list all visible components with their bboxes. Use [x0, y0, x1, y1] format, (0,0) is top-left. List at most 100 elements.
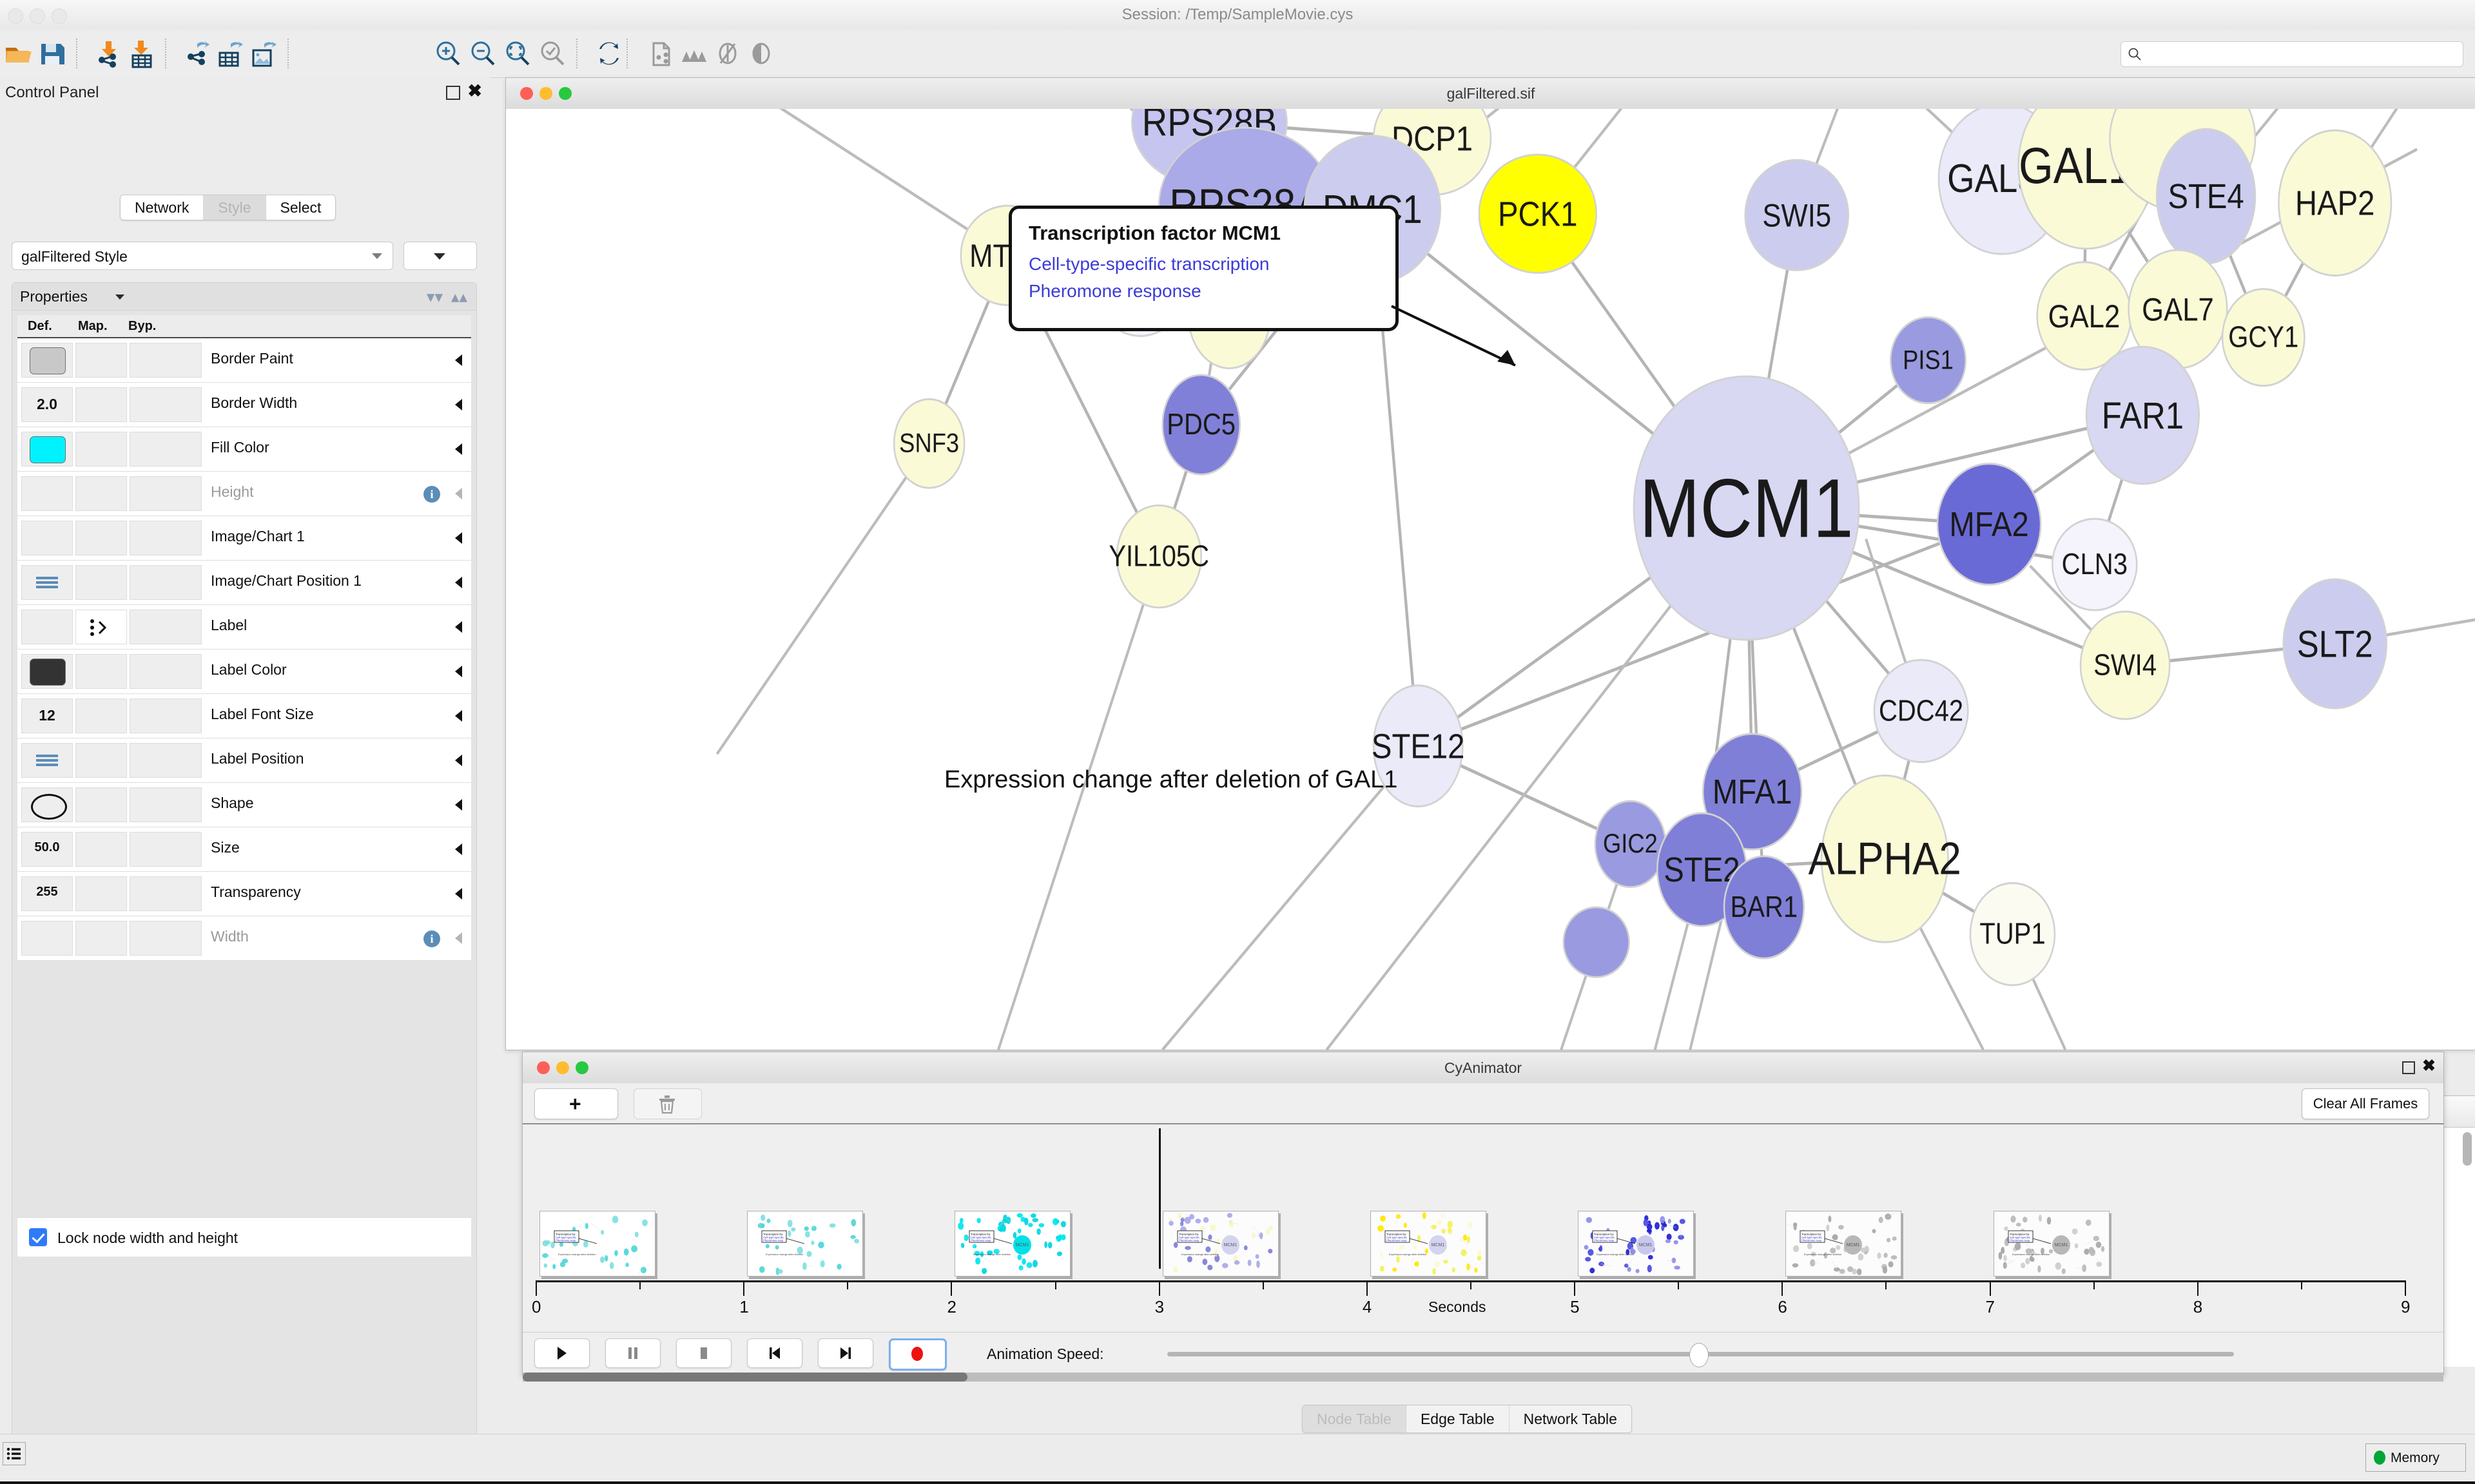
property-bypass-cell[interactable]: [130, 832, 202, 867]
graph-node-CDC42[interactable]: CDC42: [1874, 660, 1968, 762]
property-bypass-cell[interactable]: [130, 610, 202, 644]
record-button[interactable]: [889, 1338, 947, 1371]
memory-status-button[interactable]: Memory: [2365, 1443, 2466, 1472]
timeline-playhead[interactable]: [1159, 1128, 1161, 1269]
import-table-icon[interactable]: [125, 37, 157, 70]
property-default-cell[interactable]: 255: [21, 876, 73, 911]
expand-arrow-icon[interactable]: [455, 577, 462, 588]
property-row-fill-color[interactable]: Fill Color: [17, 427, 471, 472]
cyanimator-horizontal-scrollbar[interactable]: [523, 1373, 2443, 1382]
graph-node-PCK1[interactable]: PCK1: [1479, 155, 1597, 273]
expand-arrow-icon[interactable]: [455, 488, 462, 499]
tab-edge-table[interactable]: Edge Table: [1406, 1405, 1509, 1432]
graph-node-BOT1[interactable]: [1564, 907, 1629, 977]
import-network-icon[interactable]: [92, 37, 124, 70]
expand-arrow-icon[interactable]: [455, 755, 462, 766]
tab-network[interactable]: Network: [121, 195, 204, 220]
graph-node-TUP1[interactable]: TUP1: [1970, 883, 2055, 985]
property-default-cell[interactable]: 50.0: [21, 832, 73, 867]
graph-node-PIS1[interactable]: PIS1: [1890, 317, 1965, 403]
expand-arrow-icon[interactable]: [455, 843, 462, 855]
property-default-cell[interactable]: 2.0: [21, 387, 73, 422]
graph-node-SWI5[interactable]: SWI5: [1745, 160, 1849, 270]
property-row-border-paint[interactable]: Border Paint: [17, 338, 471, 383]
pause-button[interactable]: [605, 1338, 661, 1368]
property-default-cell[interactable]: [21, 521, 73, 555]
graph-edge[interactable]: [998, 557, 1159, 1050]
save-icon[interactable]: [36, 37, 68, 70]
property-row-image-chart-1[interactable]: Image/Chart 1: [17, 516, 471, 561]
float-panel-icon[interactable]: [446, 86, 460, 100]
property-mapping-cell[interactable]: [75, 832, 127, 867]
zoom-out-icon[interactable]: [467, 37, 499, 70]
tab-network-table[interactable]: Network Table: [1509, 1405, 1631, 1432]
graph-node-MCM1[interactable]: MCM1: [1634, 376, 1859, 640]
property-mapping-cell[interactable]: [75, 787, 127, 822]
stop-button[interactable]: [676, 1338, 732, 1368]
expand-arrow-icon[interactable]: [455, 932, 462, 944]
property-default-cell[interactable]: [21, 654, 73, 689]
tab-select[interactable]: Select: [266, 195, 336, 220]
expand-arrow-icon[interactable]: [455, 399, 462, 410]
animation-speed-knob[interactable]: [1689, 1343, 1709, 1367]
export-table-icon[interactable]: [214, 37, 246, 70]
cyanimator-float-icon[interactable]: [2402, 1061, 2415, 1074]
graph-node-GCY1[interactable]: GCY1: [2222, 289, 2304, 385]
property-default-cell[interactable]: [21, 343, 73, 378]
property-row-label-position[interactable]: Label Position: [17, 738, 471, 783]
property-mapping-cell[interactable]: [75, 921, 127, 956]
style-options-menu-button[interactable]: [403, 242, 477, 270]
expand-all-icon[interactable]: ▾▾: [427, 289, 443, 305]
group-icon[interactable]: [678, 37, 710, 70]
graph-node-MFA2[interactable]: MFA2: [1937, 464, 2041, 585]
add-frame-button[interactable]: +: [534, 1088, 618, 1119]
step-forward-button[interactable]: [818, 1338, 873, 1368]
property-default-cell[interactable]: [21, 432, 73, 467]
property-bypass-cell[interactable]: [130, 699, 202, 733]
property-mapping-cell[interactable]: [75, 343, 127, 378]
property-bypass-cell[interactable]: [130, 565, 202, 600]
close-icon[interactable]: ✖: [467, 82, 482, 100]
graph-node-PDC5[interactable]: PDC5: [1163, 375, 1240, 474]
property-mapping-cell[interactable]: [75, 565, 127, 600]
lock-node-size-row[interactable]: Lock node width and height: [17, 1217, 471, 1257]
collapse-all-icon[interactable]: ▴▴: [451, 289, 467, 305]
property-bypass-cell[interactable]: [130, 921, 202, 956]
show-icon[interactable]: [745, 37, 777, 70]
property-mapping-cell[interactable]: [75, 699, 127, 733]
search-input[interactable]: [2121, 41, 2463, 67]
property-row-label-color[interactable]: Label Color: [17, 650, 471, 694]
property-mapping-cell[interactable]: [75, 387, 127, 422]
property-default-cell[interactable]: [21, 476, 73, 511]
step-back-button[interactable]: [747, 1338, 802, 1368]
lock-node-size-checkbox[interactable]: [29, 1228, 47, 1246]
network-canvas[interactable]: RPS28BDCP1RPS28ADMC1PCK1SWI5GAL80GAL11ST…: [506, 109, 2475, 1050]
property-mapping-cell[interactable]: [75, 521, 127, 555]
property-bypass-cell[interactable]: [130, 876, 202, 911]
style-select-dropdown[interactable]: galFiltered Style: [12, 242, 393, 270]
property-mapping-cell[interactable]: [75, 654, 127, 689]
property-bypass-cell[interactable]: [130, 432, 202, 467]
clear-all-frames-button[interactable]: Clear All Frames: [2302, 1088, 2429, 1119]
export-image-icon[interactable]: [248, 37, 280, 70]
animation-speed-slider[interactable]: [1167, 1352, 2234, 1356]
expand-arrow-icon[interactable]: [455, 799, 462, 811]
expand-arrow-icon[interactable]: [455, 710, 462, 722]
property-row-label[interactable]: Label: [17, 605, 471, 650]
property-mapping-cell[interactable]: [75, 743, 127, 778]
graph-node-STE4[interactable]: STE4: [2157, 129, 2255, 264]
graph-node-GIC2[interactable]: GIC2: [1595, 801, 1665, 887]
graph-node-SLT2[interactable]: SLT2: [2284, 579, 2387, 708]
property-mapping-cell[interactable]: [75, 432, 127, 467]
play-button[interactable]: [534, 1338, 590, 1368]
